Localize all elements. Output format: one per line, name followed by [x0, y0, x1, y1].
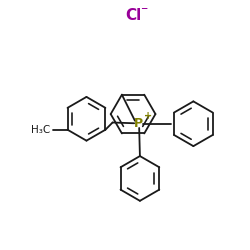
Text: H₃C: H₃C	[31, 125, 50, 135]
Text: Cl: Cl	[125, 8, 141, 23]
Text: P: P	[134, 117, 143, 130]
Text: ⁻: ⁻	[140, 4, 147, 18]
Text: +: +	[144, 111, 152, 121]
